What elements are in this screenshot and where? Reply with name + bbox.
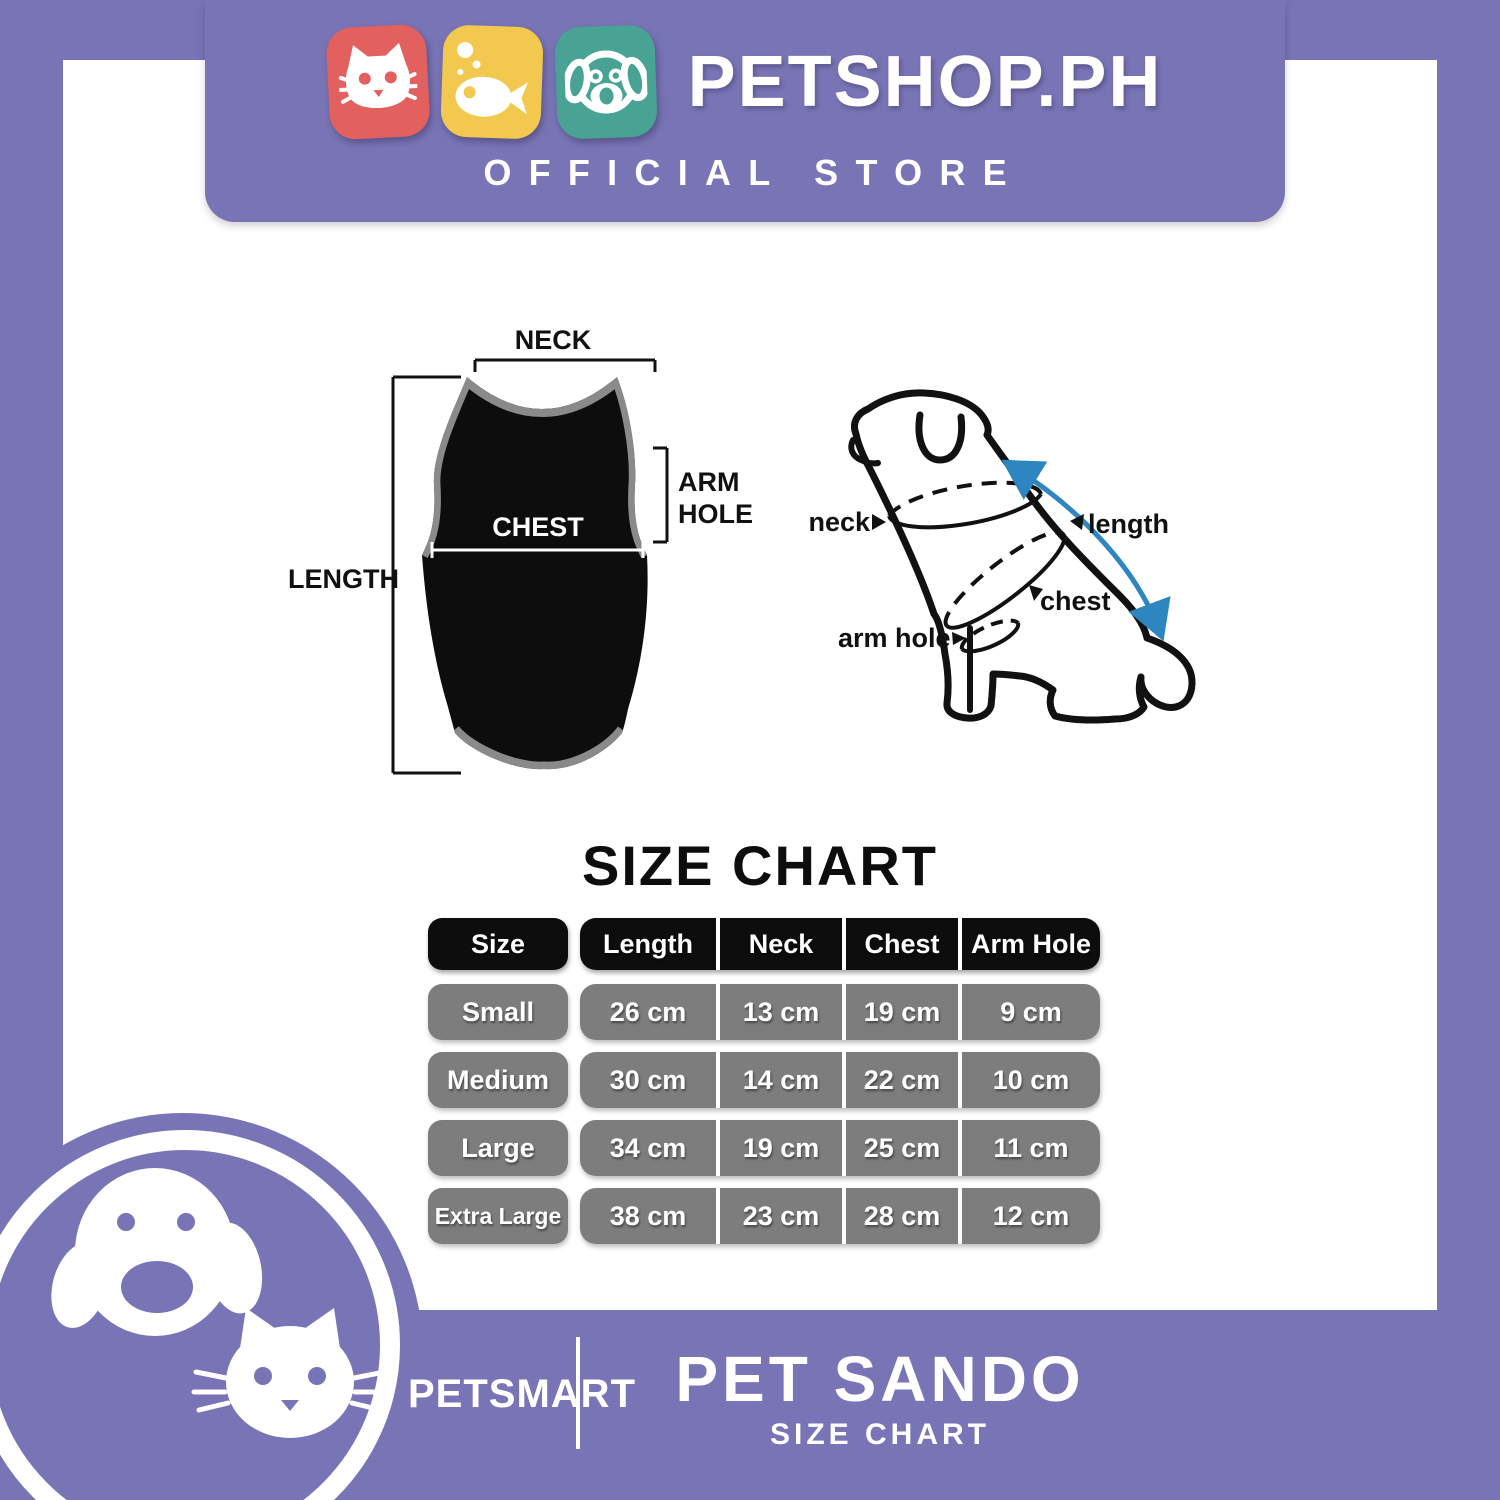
dog-outline xyxy=(851,389,1196,724)
cat-icon xyxy=(324,23,431,141)
cell-armhole: 10 cm xyxy=(962,1052,1100,1108)
cell-neck: 19 cm xyxy=(720,1120,842,1176)
cell-neck: 13 cm xyxy=(720,984,842,1040)
col-header-neck: Neck xyxy=(720,918,842,970)
row-size-label: Medium xyxy=(428,1052,568,1108)
armhole-pointer xyxy=(952,632,966,645)
length-bracket xyxy=(391,375,461,775)
cell-chest: 22 cm xyxy=(846,1052,958,1108)
header-banner: PETSHOP.PH OFFICIAL STORE xyxy=(205,0,1285,222)
cell-armhole: 11 cm xyxy=(962,1120,1100,1176)
vest-arm-label-1: ARM xyxy=(678,467,740,497)
cell-armhole: 12 cm xyxy=(962,1188,1100,1244)
row-size-label: Small xyxy=(428,984,568,1040)
dog-neck-label: neck xyxy=(808,507,871,537)
footer-brand: PETSMART xyxy=(408,1372,636,1416)
cell-armhole: 9 cm xyxy=(962,984,1100,1040)
cell-neck: 14 cm xyxy=(720,1052,842,1108)
cell-length: 26 cm xyxy=(580,984,716,1040)
footer-product-name: PET SANDO xyxy=(675,1343,1085,1415)
vest-neck-label: NECK xyxy=(515,325,592,355)
cell-length: 34 cm xyxy=(580,1120,716,1176)
header-group: Length Neck Chest Arm Hole xyxy=(580,918,1100,970)
brand-title: PETSHOP.PH xyxy=(687,42,1163,122)
col-header-size: Size xyxy=(428,918,568,970)
neck-bracket xyxy=(473,358,657,372)
dog-mouth xyxy=(848,437,881,467)
chest-pointer xyxy=(1029,585,1043,601)
vest-chest-label: CHEST xyxy=(492,512,584,542)
logo-row: PETSHOP.PH xyxy=(205,23,1285,141)
cell-chest: 28 cm xyxy=(846,1188,958,1244)
dog-armhole-label: arm hole xyxy=(838,623,951,653)
table-row-extra-large: Extra Large 38 cm 23 cm 28 cm 12 cm xyxy=(428,1188,1100,1244)
table-row-large: Large 34 cm 19 cm 25 cm 11 cm xyxy=(428,1120,1100,1176)
vest-measurement-diagram: NECK LENGTH ARM HOLE CHEST xyxy=(288,325,753,775)
col-header-chest: Chest xyxy=(846,918,958,970)
row-size-label: Extra Large xyxy=(428,1188,568,1244)
cell-neck: 23 cm xyxy=(720,1188,842,1244)
table-row-medium: Medium 30 cm 14 cm 22 cm 10 cm xyxy=(428,1052,1100,1108)
dog-icon xyxy=(553,24,658,140)
length-arrow xyxy=(1001,459,1171,642)
chest-line xyxy=(430,542,645,558)
size-chart-title: SIZE CHART xyxy=(582,834,938,897)
length-pointer xyxy=(1070,514,1084,530)
row-size-label: Large xyxy=(428,1120,568,1176)
cell-length: 38 cm xyxy=(580,1188,716,1244)
col-header-length: Length xyxy=(580,918,716,970)
neck-pointer xyxy=(872,514,886,530)
chest-ellipse-back xyxy=(943,530,1065,628)
vest-length-label: LENGTH xyxy=(288,564,399,594)
footer-separator xyxy=(576,1337,580,1449)
logo-dog-head xyxy=(51,1168,263,1336)
col-header-armhole: Arm Hole xyxy=(962,918,1100,970)
dog-chest-label: chest xyxy=(1040,586,1111,616)
vest-body xyxy=(422,377,648,770)
table-header-row: Size Length Neck Chest Arm Hole xyxy=(428,918,1100,970)
armhole-bracket xyxy=(653,446,669,544)
size-chart-table: Size Length Neck Chest Arm Hole Small 26… xyxy=(428,918,1100,1244)
logo-ring xyxy=(0,1130,400,1500)
footer-product-subtitle: SIZE CHART xyxy=(770,1418,990,1451)
pets-logo-badge xyxy=(0,1113,423,1500)
table-row-small: Small 26 cm 13 cm 19 cm 9 cm xyxy=(428,984,1100,1040)
cell-chest: 19 cm xyxy=(846,984,958,1040)
fish-icon xyxy=(439,24,544,140)
cell-length: 30 cm xyxy=(580,1052,716,1108)
dog-measurement-diagram: neck length chest arm hole xyxy=(808,389,1196,724)
dog-ear xyxy=(915,411,966,464)
cell-chest: 25 cm xyxy=(846,1120,958,1176)
logo-cat-head xyxy=(191,1308,389,1438)
brand-subtitle: OFFICIAL STORE xyxy=(483,152,1024,193)
dog-length-label: length xyxy=(1088,509,1169,539)
vest-arm-label-2: HOLE xyxy=(678,499,753,529)
